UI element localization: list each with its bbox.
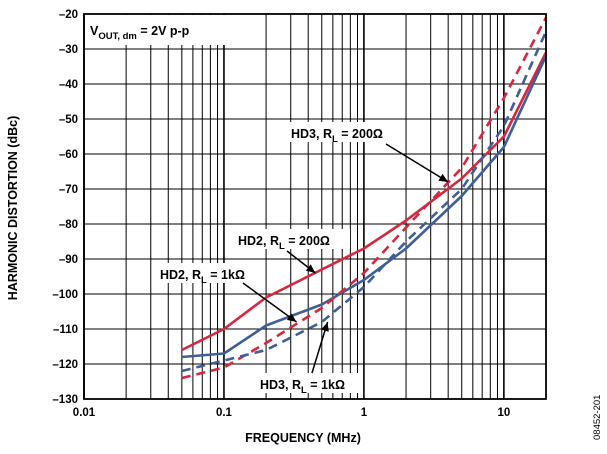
arrowhead [321, 322, 329, 332]
y-tick-label: –90 [59, 254, 78, 266]
y-tick-label: –100 [52, 289, 78, 301]
y-tick-label: –50 [59, 114, 78, 126]
series-line-hd3-200ohm [181, 16, 548, 380]
x-axis-title: FREQUENCY (MHz) [245, 431, 361, 445]
plot-frame [83, 13, 547, 400]
y-tick-label: –70 [59, 184, 78, 196]
y-tick-label: –80 [59, 219, 78, 231]
series-label-bg [255, 373, 358, 393]
series-label-bg [286, 122, 400, 142]
series-label-bg [155, 263, 263, 283]
arrowhead [286, 313, 297, 322]
y-tick-label: –110 [53, 324, 78, 336]
series-line-hd2-200ohm [181, 51, 548, 352]
y-tick-label: –20 [59, 9, 78, 21]
leader-line [385, 143, 449, 183]
y-tick-label: –40 [59, 79, 78, 91]
y-tick-label: –60 [59, 149, 78, 161]
arrowhead [305, 264, 316, 273]
series-line-hd3-1kohm [181, 30, 548, 373]
series-label: HD3, RL = 200Ω [291, 127, 383, 145]
y-tick-label: –130 [52, 394, 78, 406]
arrowhead [438, 173, 449, 182]
y-tick-label: –30 [59, 44, 78, 56]
series-label: HD2, RL = 200Ω [238, 234, 330, 252]
series-label-bg [233, 229, 350, 249]
series-lines [181, 16, 548, 380]
annotations: VOUT, dm = 2V p-p HD3, RL = 200Ω HD2, RL =… [85, 15, 449, 396]
y-tick-label: –120 [52, 359, 78, 371]
condition-box [85, 15, 249, 45]
condition-label: VOUT, dm = 2V p-p [90, 24, 190, 42]
figure-id: 08452-201 [592, 395, 603, 440]
series-line-hd2-1kohm [181, 55, 548, 359]
x-tick-label: 0.01 [73, 407, 96, 419]
series-label: HD3, RL = 1kΩ [260, 378, 345, 396]
grid [83, 13, 547, 400]
leader-line [242, 282, 297, 323]
x-tick-label: 0.1 [216, 407, 233, 419]
x-tick-label: 1 [361, 407, 368, 419]
axes: –20 –30 –40 –50 –60 –70 –80 –90 –100 –110 –120 –130… [52, 9, 547, 419]
y-axis-title: HARMONIC DISTORTION (dBc) [6, 116, 20, 301]
series-label: HD2, RL = 1kΩ [160, 268, 245, 286]
x-tick-label: 10 [497, 407, 510, 419]
